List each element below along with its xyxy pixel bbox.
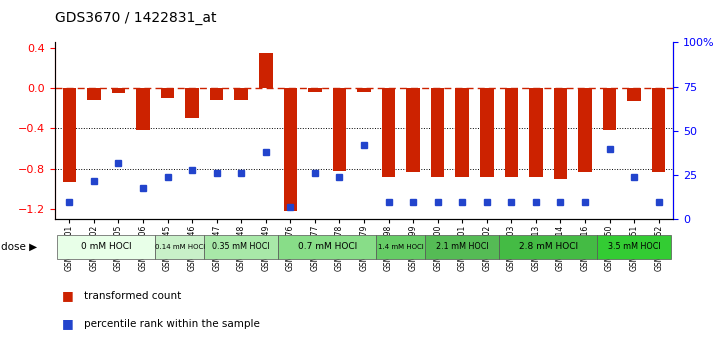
Bar [136, 88, 150, 131]
Bar [529, 88, 542, 177]
Text: percentile rank within the sample: percentile rank within the sample [84, 319, 260, 329]
Bar [499, 235, 597, 259]
Bar [333, 88, 347, 171]
Bar [161, 88, 174, 98]
Bar [308, 88, 322, 92]
Bar [603, 88, 617, 131]
Bar [381, 88, 395, 177]
Bar [155, 235, 205, 259]
Bar [480, 88, 494, 177]
Bar [259, 53, 272, 88]
Bar [57, 235, 155, 259]
Text: 3.5 mM HOCl: 3.5 mM HOCl [608, 242, 660, 251]
Bar [376, 235, 425, 259]
Bar [63, 88, 76, 182]
Bar [554, 88, 567, 179]
Bar [456, 88, 469, 177]
Bar [234, 88, 248, 100]
Bar [284, 88, 297, 211]
Text: 0 mM HOCl: 0 mM HOCl [81, 242, 132, 251]
Bar [406, 88, 420, 172]
Text: 2.1 mM HOCl: 2.1 mM HOCl [436, 242, 488, 251]
Text: 0.14 mM HOCl: 0.14 mM HOCl [155, 244, 205, 250]
Text: ■: ■ [62, 289, 74, 302]
Text: 0.7 mM HOCl: 0.7 mM HOCl [298, 242, 357, 251]
Bar [278, 235, 376, 259]
Bar [111, 88, 125, 93]
Text: ■: ■ [62, 318, 74, 330]
Text: dose ▶: dose ▶ [1, 242, 38, 252]
Bar [87, 88, 100, 100]
Bar [578, 88, 592, 172]
Bar [505, 88, 518, 177]
Bar [186, 88, 199, 118]
Text: 0.35 mM HOCl: 0.35 mM HOCl [213, 242, 270, 251]
Bar [628, 88, 641, 101]
Bar [205, 235, 278, 259]
Bar [431, 88, 444, 177]
Bar [652, 88, 665, 172]
Bar [210, 88, 223, 100]
Bar [425, 235, 499, 259]
Bar [597, 235, 671, 259]
Text: transformed count: transformed count [84, 291, 181, 301]
Text: 2.8 mM HOCl: 2.8 mM HOCl [518, 242, 578, 251]
Text: 1.4 mM HOCl: 1.4 mM HOCl [378, 244, 424, 250]
Text: GDS3670 / 1422831_at: GDS3670 / 1422831_at [55, 11, 216, 25]
Bar [357, 88, 371, 92]
